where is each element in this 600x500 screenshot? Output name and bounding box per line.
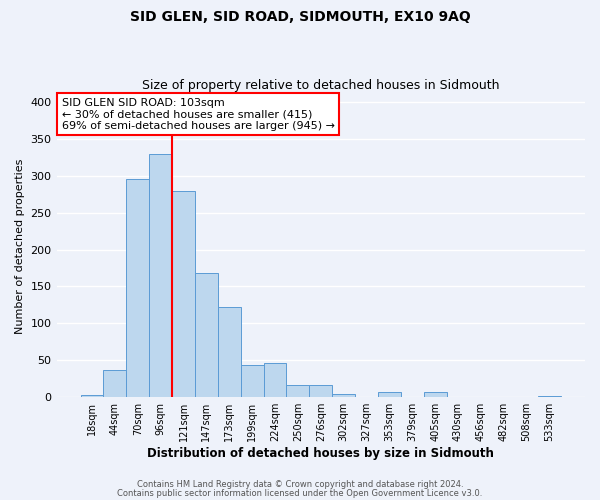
- Bar: [286, 386, 310, 397]
- Bar: [103, 370, 127, 397]
- Bar: [80, 395, 103, 397]
- Bar: [424, 392, 446, 397]
- Y-axis label: Number of detached properties: Number of detached properties: [15, 158, 25, 334]
- Text: Contains public sector information licensed under the Open Government Licence v3: Contains public sector information licen…: [118, 488, 482, 498]
- X-axis label: Distribution of detached houses by size in Sidmouth: Distribution of detached houses by size …: [148, 447, 494, 460]
- Bar: [127, 180, 149, 397]
- Bar: [195, 273, 218, 397]
- Bar: [332, 394, 355, 397]
- Bar: [218, 307, 241, 397]
- Bar: [149, 154, 172, 397]
- Bar: [538, 396, 561, 397]
- Bar: [172, 190, 195, 397]
- Bar: [263, 364, 286, 397]
- Text: SID GLEN SID ROAD: 103sqm
← 30% of detached houses are smaller (415)
69% of semi: SID GLEN SID ROAD: 103sqm ← 30% of detac…: [62, 98, 335, 131]
- Title: Size of property relative to detached houses in Sidmouth: Size of property relative to detached ho…: [142, 79, 500, 92]
- Bar: [310, 384, 332, 397]
- Text: Contains HM Land Registry data © Crown copyright and database right 2024.: Contains HM Land Registry data © Crown c…: [137, 480, 463, 489]
- Text: SID GLEN, SID ROAD, SIDMOUTH, EX10 9AQ: SID GLEN, SID ROAD, SIDMOUTH, EX10 9AQ: [130, 10, 470, 24]
- Bar: [378, 392, 401, 397]
- Bar: [241, 366, 263, 397]
